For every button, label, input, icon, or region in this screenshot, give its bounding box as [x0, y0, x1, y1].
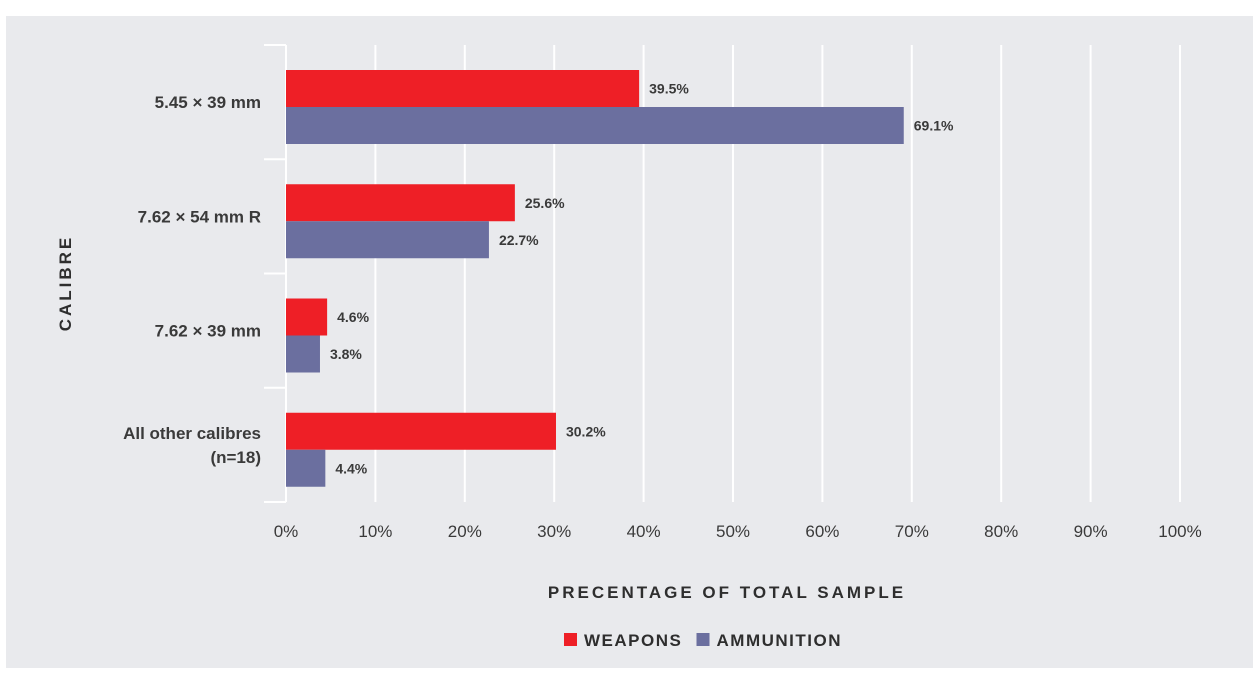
x-tick-label: 50% — [716, 522, 750, 541]
ammunition-bar — [286, 221, 489, 259]
category-label: 7.62 × 39 mm — [155, 322, 261, 341]
ammunition-data-label: 69.1% — [914, 118, 954, 134]
ammunition-legend-label: AMMUNITION — [717, 631, 842, 650]
weapons-legend-swatch — [564, 633, 577, 646]
category-label: 5.45 × 39 mm — [155, 93, 261, 112]
ammunition-data-label: 22.7% — [499, 232, 539, 248]
weapons-bar — [286, 70, 640, 107]
weapons-bar — [286, 298, 328, 336]
weapons-bar — [286, 412, 556, 450]
category-label: 7.62 × 54 mm R — [138, 207, 261, 226]
x-tick-label: 0% — [274, 522, 299, 541]
weapons-bar — [286, 184, 515, 222]
category-label: (n=18) — [210, 448, 261, 467]
x-tick-label: 30% — [537, 522, 571, 541]
ammunition-legend-swatch — [696, 633, 710, 646]
x-tick-label: 80% — [984, 522, 1018, 541]
weapons-legend-label: WEAPONS — [584, 631, 682, 650]
ammunition-bar — [286, 107, 904, 144]
x-tick-label: 40% — [627, 522, 661, 541]
weapons-data-label: 30.2% — [566, 423, 606, 439]
weapons-data-label: 25.6% — [525, 195, 565, 211]
x-tick-label: 90% — [1074, 522, 1108, 541]
ammunition-bar — [286, 335, 320, 373]
ammunition-data-label: 3.8% — [330, 346, 362, 362]
ammunition-data-label: 4.4% — [335, 460, 367, 476]
x-tick-label: 70% — [895, 522, 929, 541]
weapons-data-label: 4.6% — [337, 309, 369, 325]
x-tick-label: 20% — [448, 522, 482, 541]
x-tick-label: 60% — [805, 522, 839, 541]
x-axis-title: PRECENTAGE OF TOTAL SAMPLE — [548, 583, 906, 602]
category-label: All other calibres — [123, 424, 261, 443]
x-tick-label: 100% — [1158, 522, 1201, 541]
x-tick-label: 10% — [358, 522, 392, 541]
weapons-data-label: 39.5% — [649, 81, 689, 97]
ammunition-bar — [286, 449, 326, 487]
y-axis-title: CALIBRE — [56, 235, 75, 332]
